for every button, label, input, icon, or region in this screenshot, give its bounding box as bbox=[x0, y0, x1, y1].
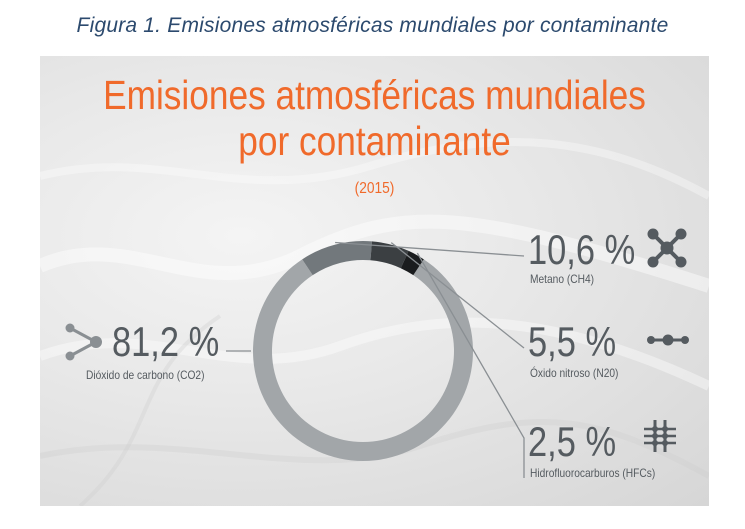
chart-title-line2: por contaminante bbox=[238, 118, 511, 164]
hfc-label: Hidrofluorocarburos (HFCs) bbox=[530, 466, 656, 480]
donut-chart bbox=[226, 241, 525, 478]
hfc-leader-line bbox=[416, 252, 525, 478]
ch4-value: 10,6 % bbox=[528, 226, 636, 273]
ch4-label: Metano (CH4) bbox=[530, 272, 595, 286]
infographic: Emisiones atmosféricas mundiales por con… bbox=[40, 56, 709, 506]
n2o-value: 5,5 % bbox=[528, 318, 617, 365]
co2-label: Dióxido de carbono (CO2) bbox=[86, 368, 205, 382]
co2-value: 81,2 % bbox=[112, 318, 220, 365]
donut-slice-co2 bbox=[252, 259, 473, 461]
chart-title: Emisiones atmosféricas mundiales por con… bbox=[87, 72, 662, 164]
ch4-leader-line bbox=[335, 241, 525, 257]
donut-slice-ch4 bbox=[302, 241, 372, 276]
n2o-leader-line bbox=[390, 242, 525, 349]
donut-slice-hfc bbox=[400, 250, 424, 276]
hfc-value: 2,5 % bbox=[528, 418, 617, 465]
n2o-molecule-icon bbox=[647, 334, 689, 346]
figure-caption: Figura 1. Emisiones atmosféricas mundial… bbox=[76, 14, 669, 37]
n2o-label: Óxido nitroso (N20) bbox=[530, 366, 619, 380]
marble-background bbox=[40, 138, 709, 506]
ch4-molecule-icon bbox=[647, 228, 687, 268]
chart-title-line1: Emisiones atmosféricas mundiales bbox=[103, 72, 646, 118]
chart-subtitle-year: (2015) bbox=[354, 180, 395, 197]
co2-molecule-icon bbox=[65, 323, 102, 361]
hfc-molecule-icon bbox=[644, 420, 676, 452]
